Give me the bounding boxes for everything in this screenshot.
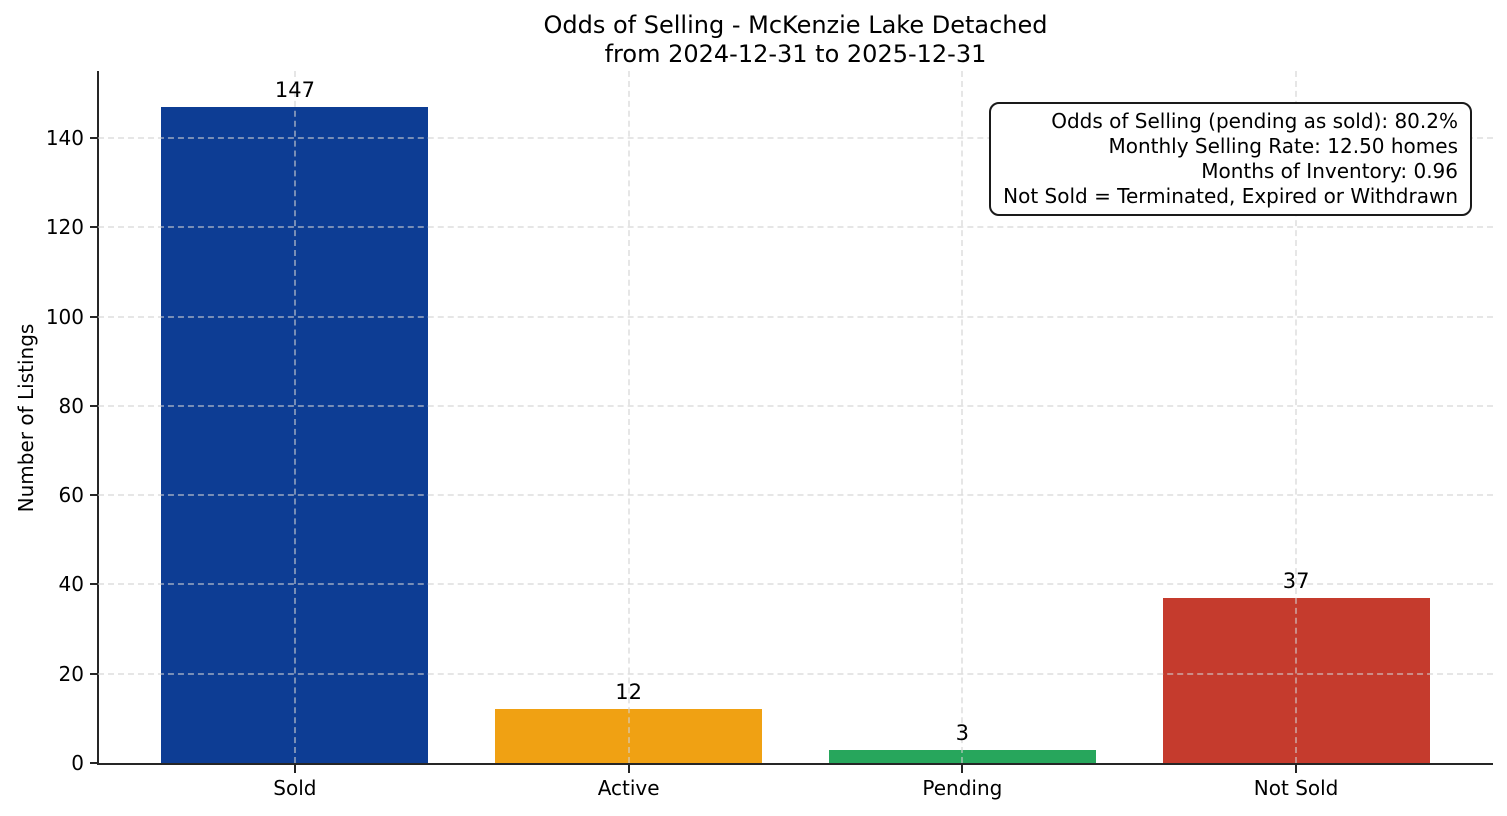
annotation-line-not-sold-note: Not Sold = Terminated, Expired or Withdr… (1003, 184, 1458, 208)
y-tick-label-60: 60 (58, 483, 84, 508)
y-tick-label-40: 40 (58, 572, 84, 597)
gridline-h-80 (98, 404, 1493, 407)
chart-title-line1: Odds of Selling - McKenzie Lake Detached (543, 11, 1048, 39)
x-tick-mark-pending (961, 765, 964, 773)
y-tick-mark-100 (90, 315, 98, 318)
y-tick-mark-140 (90, 136, 98, 139)
plot-area: 147 12 3 37 (98, 71, 1493, 763)
bottom-spine (97, 763, 1493, 765)
y-tick-mark-20 (90, 672, 98, 675)
x-tick-label-sold: Sold (273, 776, 317, 800)
bar-value-label-pending: 3 (955, 720, 970, 745)
gridline-h-60 (98, 494, 1493, 497)
y-tick-mark-40 (90, 583, 98, 586)
y-tick-mark-120 (90, 226, 98, 229)
gridline-h-20 (98, 672, 1493, 675)
x-tick-mark-not-sold (1295, 765, 1298, 773)
chart-title-line2: from 2024-12-31 to 2025-12-31 (604, 40, 987, 68)
annotation-line-odds: Odds of Selling (pending as sold): 80.2% (1051, 109, 1458, 133)
x-tick-mark-active (627, 765, 630, 773)
y-tick-label-0: 0 (71, 751, 84, 775)
bar-value-label-active: 12 (615, 680, 642, 705)
gridline-h-40 (98, 583, 1493, 586)
stats-annotation-box: Odds of Selling (pending as sold): 80.2%… (989, 102, 1472, 216)
gridline-v-sold (293, 71, 296, 763)
gridline-v-active (627, 71, 630, 763)
x-tick-label-not-sold: Not Sold (1253, 776, 1339, 800)
bar-value-label-sold: 147 (274, 77, 315, 102)
annotation-line-months-inventory: Months of Inventory: 0.96 (1201, 159, 1458, 183)
y-tick-label-140: 140 (45, 125, 84, 150)
y-tick-label-20: 20 (58, 661, 84, 686)
x-tick-mark-sold (293, 765, 296, 773)
gridline-v-not-sold (1295, 71, 1298, 763)
y-tick-mark-60 (90, 494, 98, 497)
annotation-line-monthly-rate: Monthly Selling Rate: 12.50 homes (1108, 134, 1458, 158)
bar-value-label-not-sold: 37 (1282, 568, 1310, 593)
x-tick-label-active: Active (597, 776, 660, 800)
gridline-h-100 (98, 315, 1493, 318)
y-tick-label-120: 120 (45, 215, 84, 240)
y-tick-label-100: 100 (45, 304, 84, 329)
gridline-v-pending (961, 71, 964, 763)
y-tick-mark-80 (90, 404, 98, 407)
chart-title: Odds of Selling - McKenzie Lake Detached… (98, 11, 1493, 69)
left-spine (97, 71, 99, 765)
y-tick-mark-0 (90, 762, 98, 764)
gridline-h-140 (98, 136, 1493, 139)
x-tick-label-pending: Pending (922, 776, 1003, 800)
gridline-h-120 (98, 226, 1493, 229)
y-tick-label-80: 80 (58, 393, 84, 418)
